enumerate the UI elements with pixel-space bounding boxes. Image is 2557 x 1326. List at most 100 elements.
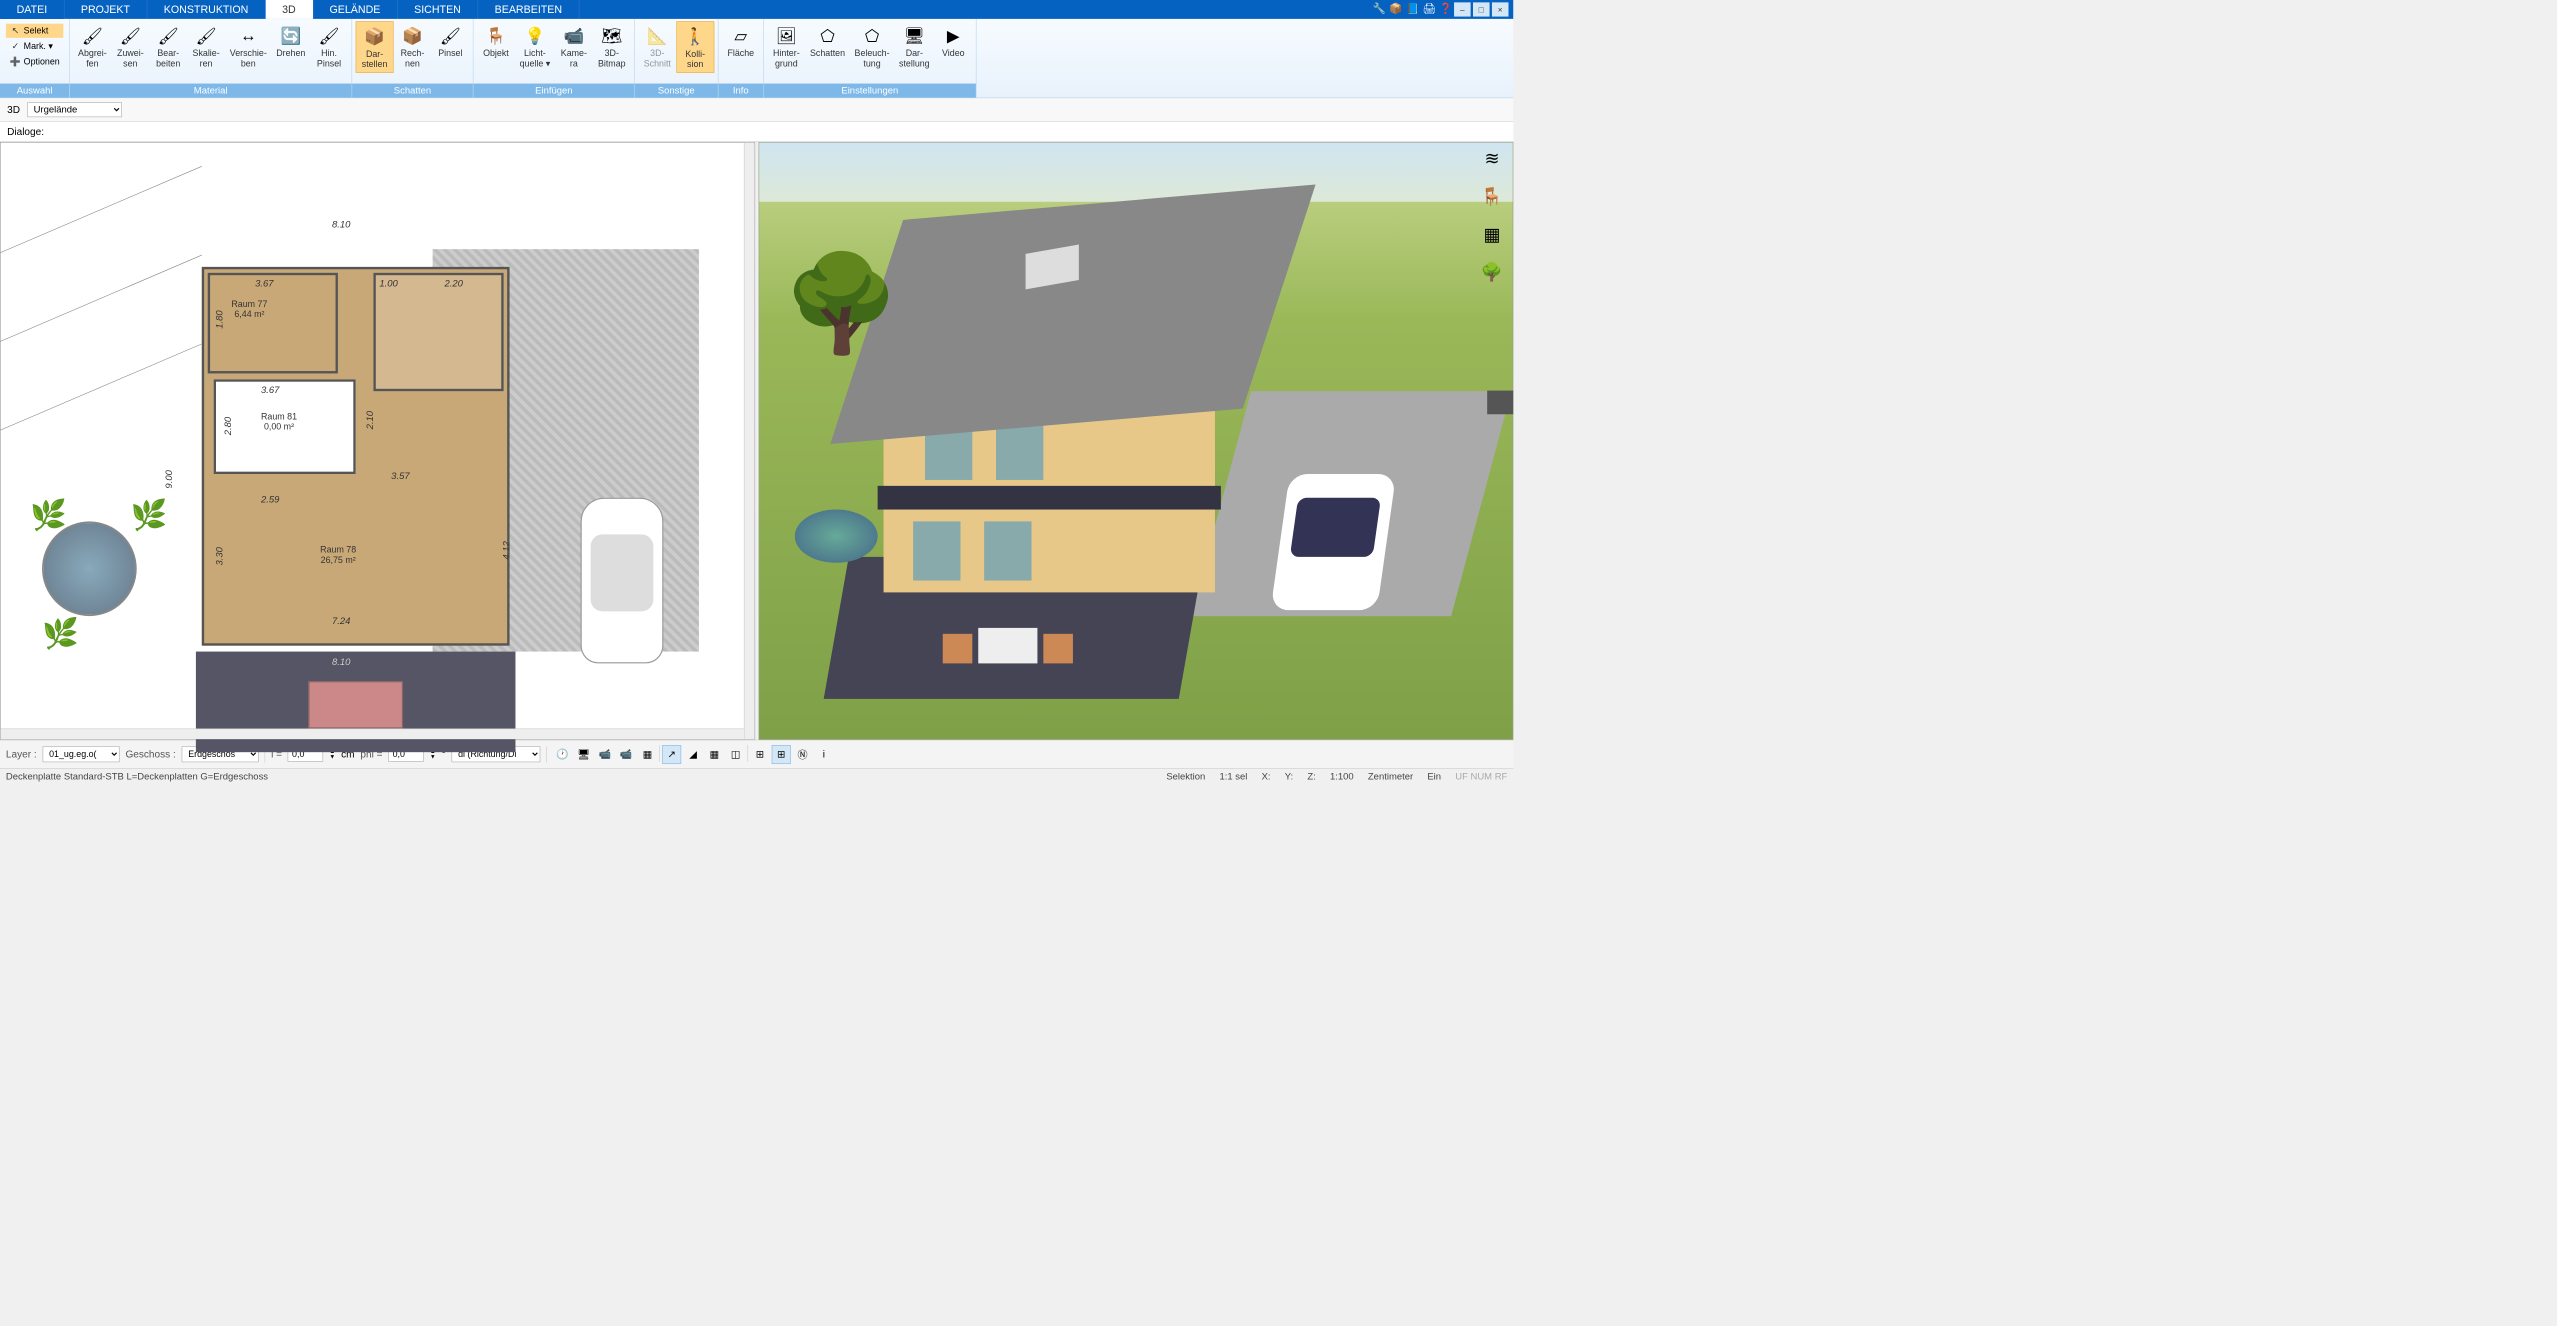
toolbar-icon[interactable]: ↗ <box>662 745 681 764</box>
car <box>581 498 664 664</box>
ribbon-group: ▱Fläche Info <box>718 19 764 98</box>
ribbon-group-label: Info <box>718 83 763 97</box>
3d-car <box>1270 474 1396 610</box>
menu-tab-konstruktion[interactable]: KONSTRUKTION <box>147 0 265 19</box>
ribbon-button[interactable]: 🖌Skalie-ren <box>187 21 225 71</box>
status-ein: Ein <box>1427 771 1441 782</box>
status-z: Z: <box>1307 771 1315 782</box>
status-unit: Zentimeter <box>1368 771 1413 782</box>
ribbon-button[interactable]: ⬠Schatten <box>805 21 850 61</box>
button-label: Hinter-grund <box>773 49 800 69</box>
ribbon-button[interactable]: 💡Licht-quelle ▾ <box>515 21 555 71</box>
ribbon-button[interactable]: 🖌Pinsel <box>431 21 469 61</box>
button-icon: 🖼 <box>774 24 798 48</box>
furniture-icon[interactable]: 🪑 <box>1479 183 1505 209</box>
tools-icon[interactable]: 🔧 <box>1371 0 1388 17</box>
floorplan-viewport[interactable]: 8.10 9.00 Raum 776,44 m² 3.67 Raum 810,0… <box>0 142 755 740</box>
horizontal-scrollbar[interactable] <box>1 729 744 740</box>
toolbar-icon[interactable]: 🕐 <box>553 745 572 764</box>
maximize-button[interactable]: □ <box>1473 2 1490 16</box>
box-icon[interactable]: 📦 <box>1388 0 1405 17</box>
dim-terrace: 8.10 <box>332 657 350 668</box>
ribbon-button[interactable]: 🖥Dar-stellung <box>894 21 934 71</box>
status-bar: Deckenplatte Standard-STB L=Deckenplatte… <box>0 768 1513 785</box>
toolbar-icon[interactable]: ◫ <box>726 745 745 764</box>
toolbar-icon[interactable]: 📹 <box>595 745 614 764</box>
button-label: Selekt <box>24 26 49 36</box>
ribbon-button[interactable]: 🖌Abgrei-fen <box>73 21 111 71</box>
button-icon: 🖌 <box>119 24 143 48</box>
ribbon-button[interactable]: 🔄Drehen <box>272 21 311 61</box>
ribbon-small-button[interactable]: ➕Optionen <box>6 54 63 68</box>
view-mode-label: 3D <box>7 104 20 116</box>
ribbon-button[interactable]: 🚶Kolli-sion <box>676 21 714 72</box>
ribbon-button[interactable]: 📐3D-Schnitt <box>638 21 676 71</box>
dialog-bar: Dialoge: <box>0 122 1513 142</box>
ribbon-button[interactable]: 🖌Bear-beiten <box>149 21 187 71</box>
ribbon-button[interactable]: 🖌Zuwei-sen <box>111 21 149 71</box>
print-icon[interactable]: 🖨 <box>1421 0 1438 17</box>
toolbar-icon[interactable]: i <box>814 745 833 764</box>
toolbar-icon[interactable]: ▦ <box>705 745 724 764</box>
ribbon-group: 🪑Objekt💡Licht-quelle ▾📹Kame-ra🗺3D-Bitmap… <box>473 19 634 98</box>
3d-patio-set <box>937 616 1079 675</box>
minimize-button[interactable]: – <box>1454 2 1471 16</box>
toolbar-icon[interactable]: ⊞ <box>772 745 791 764</box>
ribbon: ↖Selekt✓Mark. ▾➕OptionenAuswahl🖌Abgrei-f… <box>0 19 1513 98</box>
button-label: Dar-stellung <box>899 49 930 69</box>
ribbon-group: 📦Dar-stellen📦Rech-nen🖌PinselSchatten <box>352 19 473 98</box>
side-palette: ≋ 🪑 ▦ 🌳 <box>1474 146 1510 286</box>
plant-icon: 🌿 <box>42 616 79 651</box>
button-icon: ▱ <box>729 24 753 48</box>
button-icon: 🖌 <box>81 24 105 48</box>
toolbar-icon[interactable]: ⊞ <box>750 745 769 764</box>
layer-dropdown[interactable]: Urgelände <box>27 102 122 117</box>
button-icon: 🖌 <box>156 24 180 48</box>
ribbon-button[interactable]: 🪑Objekt <box>477 21 515 61</box>
menu-tab-projekt[interactable]: PROJEKT <box>64 0 147 19</box>
status-sel-ratio: 1:1 sel <box>1219 771 1247 782</box>
ribbon-button[interactable]: ▱Fläche <box>722 21 760 61</box>
layers-icon[interactable]: ≋ <box>1479 146 1505 172</box>
ribbon-button[interactable]: 🖼Hinter-grund <box>767 21 805 71</box>
ribbon-group: ↖Selekt✓Mark. ▾➕OptionenAuswahl <box>0 19 70 98</box>
menu-tab-gelaende[interactable]: GELÄNDE <box>313 0 398 19</box>
toolbar-icon[interactable]: ◢ <box>684 745 703 764</box>
3d-viewport[interactable]: 🌳 <box>758 142 1513 740</box>
ribbon-button[interactable]: ↔Verschie-ben <box>225 21 271 71</box>
button-label: Verschie-ben <box>230 49 267 69</box>
button-label: Drehen <box>276 49 305 59</box>
button-label: Skalie-ren <box>193 49 220 69</box>
ribbon-small-button[interactable]: ↖Selekt <box>6 24 63 38</box>
menu-tab-sichten[interactable]: SICHTEN <box>398 0 478 19</box>
ribbon-small-button[interactable]: ✓Mark. ▾ <box>6 39 63 53</box>
3d-sky <box>759 143 1513 202</box>
materials-icon[interactable]: ▦ <box>1479 221 1505 247</box>
toolbar-icon[interactable]: 📹 <box>617 745 636 764</box>
vertical-scrollbar[interactable] <box>744 143 755 740</box>
ribbon-button[interactable]: 🖌Hin.Pinsel <box>310 21 348 71</box>
layer-select[interactable]: 01_ug.eg.o( <box>43 746 120 762</box>
ribbon-button[interactable]: 📦Rech-nen <box>394 21 432 71</box>
button-label: Kame-ra <box>561 49 587 69</box>
menu-tab-bearbeiten[interactable]: BEARBEITEN <box>478 0 579 19</box>
ribbon-button[interactable]: ⬠Beleuch-tung <box>850 21 895 71</box>
ribbon-button[interactable]: ▶Video <box>934 21 972 61</box>
ribbon-group-label: Einfügen <box>473 83 634 97</box>
toolbar-icon[interactable]: ▦ <box>638 745 657 764</box>
menu-tab-datei[interactable]: DATEI <box>0 0 64 19</box>
button-label: Zuwei-sen <box>117 49 144 69</box>
toolbar-icon[interactable]: Ⓝ <box>793 745 812 764</box>
close-button[interactable]: × <box>1492 2 1509 16</box>
ribbon-button[interactable]: 📹Kame-ra <box>555 21 593 71</box>
help-icon[interactable]: ❓ <box>1437 0 1454 17</box>
ribbon-button[interactable]: 📦Dar-stellen <box>356 21 394 72</box>
plants-icon[interactable]: 🌳 <box>1479 259 1505 285</box>
menu-tab-3d[interactable]: 3D <box>266 0 313 19</box>
ribbon-button[interactable]: 🗺3D-Bitmap <box>593 21 631 71</box>
status-y: Y: <box>1285 771 1293 782</box>
3d-window <box>913 521 960 580</box>
panel-handle[interactable] <box>1487 391 1513 415</box>
book-icon[interactable]: 📘 <box>1404 0 1421 17</box>
toolbar-icon[interactable]: 🖥 <box>574 745 593 764</box>
